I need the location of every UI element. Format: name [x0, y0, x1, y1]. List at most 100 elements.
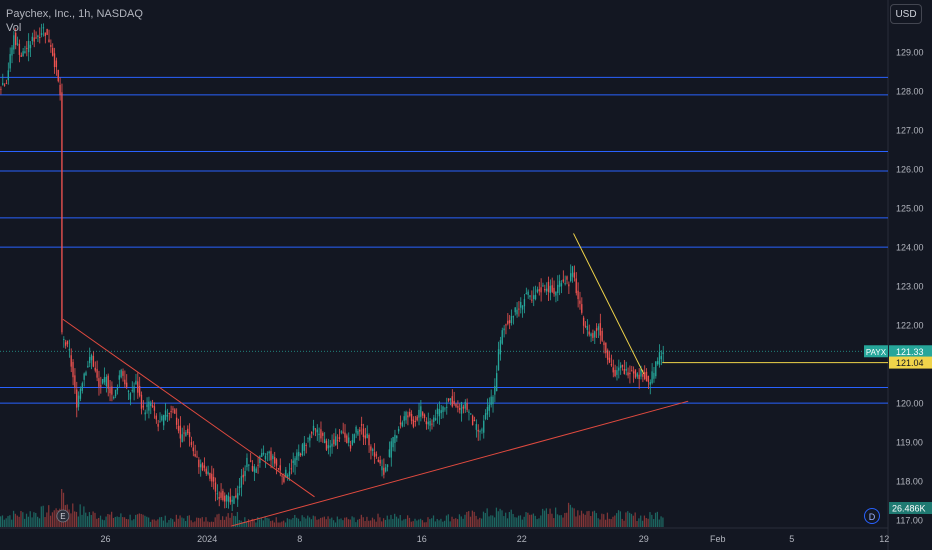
- volume-bar: [525, 512, 527, 527]
- candle-body: [76, 389, 78, 408]
- candle-body: [248, 464, 250, 466]
- candle-body: [656, 361, 659, 365]
- volume-bar: [603, 514, 605, 527]
- candle-body: [394, 434, 396, 444]
- volume-bar: [468, 511, 470, 527]
- candle-body: [468, 411, 470, 413]
- volume-bar: [619, 511, 621, 527]
- candle-body: [349, 445, 352, 449]
- volume-bar: [560, 515, 562, 527]
- volume-bar: [390, 514, 392, 527]
- volume-bar: [595, 513, 597, 527]
- volume-bar: [469, 516, 472, 527]
- candle-body: [383, 467, 385, 475]
- volume-bar: [284, 522, 287, 527]
- candle-body: [146, 404, 148, 407]
- volume-bar: [283, 520, 285, 527]
- candle-body: [266, 453, 268, 455]
- candle-body: [48, 39, 50, 43]
- candle-body: [558, 280, 561, 287]
- candle-body: [294, 458, 296, 466]
- candle-body: [629, 372, 631, 375]
- chart-legend: Paychex, Inc., 1h, NASDAQ Vol: [6, 8, 143, 34]
- volume-bar: [318, 519, 320, 527]
- candle-body: [314, 428, 317, 430]
- candle-body: [451, 396, 453, 407]
- candle-body: [514, 307, 516, 313]
- volume-bar: [630, 513, 633, 527]
- volume-bar: [164, 515, 166, 527]
- volume-indicator-label: Vol: [6, 22, 22, 34]
- dividend-badge[interactable]: D: [864, 508, 880, 524]
- candle-body: [320, 429, 322, 439]
- candle-body: [79, 388, 82, 399]
- volume-bar: [94, 512, 96, 527]
- volume-bar: [262, 520, 264, 527]
- candle-body: [470, 413, 472, 415]
- candle-body: [459, 408, 461, 410]
- candle-body: [649, 382, 651, 385]
- volume-bar: [601, 513, 603, 527]
- candle-body: [608, 357, 611, 363]
- volume-bar: [308, 517, 311, 527]
- candle-body: [360, 424, 363, 426]
- volume-bar: [545, 508, 547, 527]
- candle-body: [642, 373, 644, 377]
- x-tick-label: 12: [879, 534, 889, 544]
- candle-body: [251, 465, 254, 471]
- volume-bar: [205, 517, 207, 527]
- volume-bar: [186, 515, 189, 527]
- volume-bar: [582, 513, 584, 527]
- volume-bar: [122, 517, 124, 527]
- candle-body: [229, 496, 231, 503]
- volume-bar: [567, 502, 570, 527]
- candle-body: [397, 428, 400, 432]
- volume-bar: [623, 520, 625, 527]
- volume-bar: [519, 515, 522, 527]
- volume-bar: [645, 518, 647, 527]
- candle-body: [16, 43, 19, 45]
- candle-body: [655, 361, 657, 377]
- candle-body: [336, 440, 339, 442]
- candle-body: [305, 444, 307, 446]
- volume-bar: [449, 521, 451, 527]
- candle-body: [322, 433, 324, 436]
- volume-bar: [24, 518, 26, 527]
- earnings-icon[interactable]: [56, 509, 70, 523]
- candle-body: [316, 429, 318, 433]
- volume-bar: [604, 519, 607, 527]
- volume-bar: [403, 519, 405, 527]
- candle-body: [207, 471, 209, 475]
- volume-bar: [37, 516, 39, 527]
- volume-bar: [273, 522, 276, 527]
- volume-bar: [418, 519, 420, 527]
- candle-body: [101, 378, 104, 384]
- candle-body: [614, 369, 616, 377]
- candle-body: [353, 434, 355, 443]
- volume-bar: [455, 518, 457, 527]
- volume-bar: [207, 521, 209, 527]
- candle-body: [172, 408, 174, 410]
- candle-body: [270, 451, 272, 461]
- red-trendline[interactable]: [62, 318, 315, 498]
- candle-body: [181, 434, 183, 442]
- volume-bar: [556, 514, 559, 527]
- candle-body: [312, 425, 315, 431]
- candle-body: [603, 342, 605, 346]
- volume-bar: [236, 512, 239, 527]
- volume-bar: [542, 508, 544, 527]
- red-trendline[interactable]: [231, 400, 689, 527]
- volume-bar: [179, 515, 181, 527]
- volume-bar: [251, 518, 253, 527]
- candle-body: [168, 413, 170, 415]
- currency-button[interactable]: USD: [890, 4, 922, 24]
- candle-body: [27, 40, 30, 53]
- yellow-trendline[interactable]: [573, 233, 645, 375]
- volume-bar: [53, 510, 55, 527]
- candle-body: [483, 420, 485, 433]
- candle-body: [610, 364, 613, 366]
- volume-bar: [103, 520, 105, 527]
- candle-body: [575, 278, 577, 294]
- candle-body: [303, 442, 305, 451]
